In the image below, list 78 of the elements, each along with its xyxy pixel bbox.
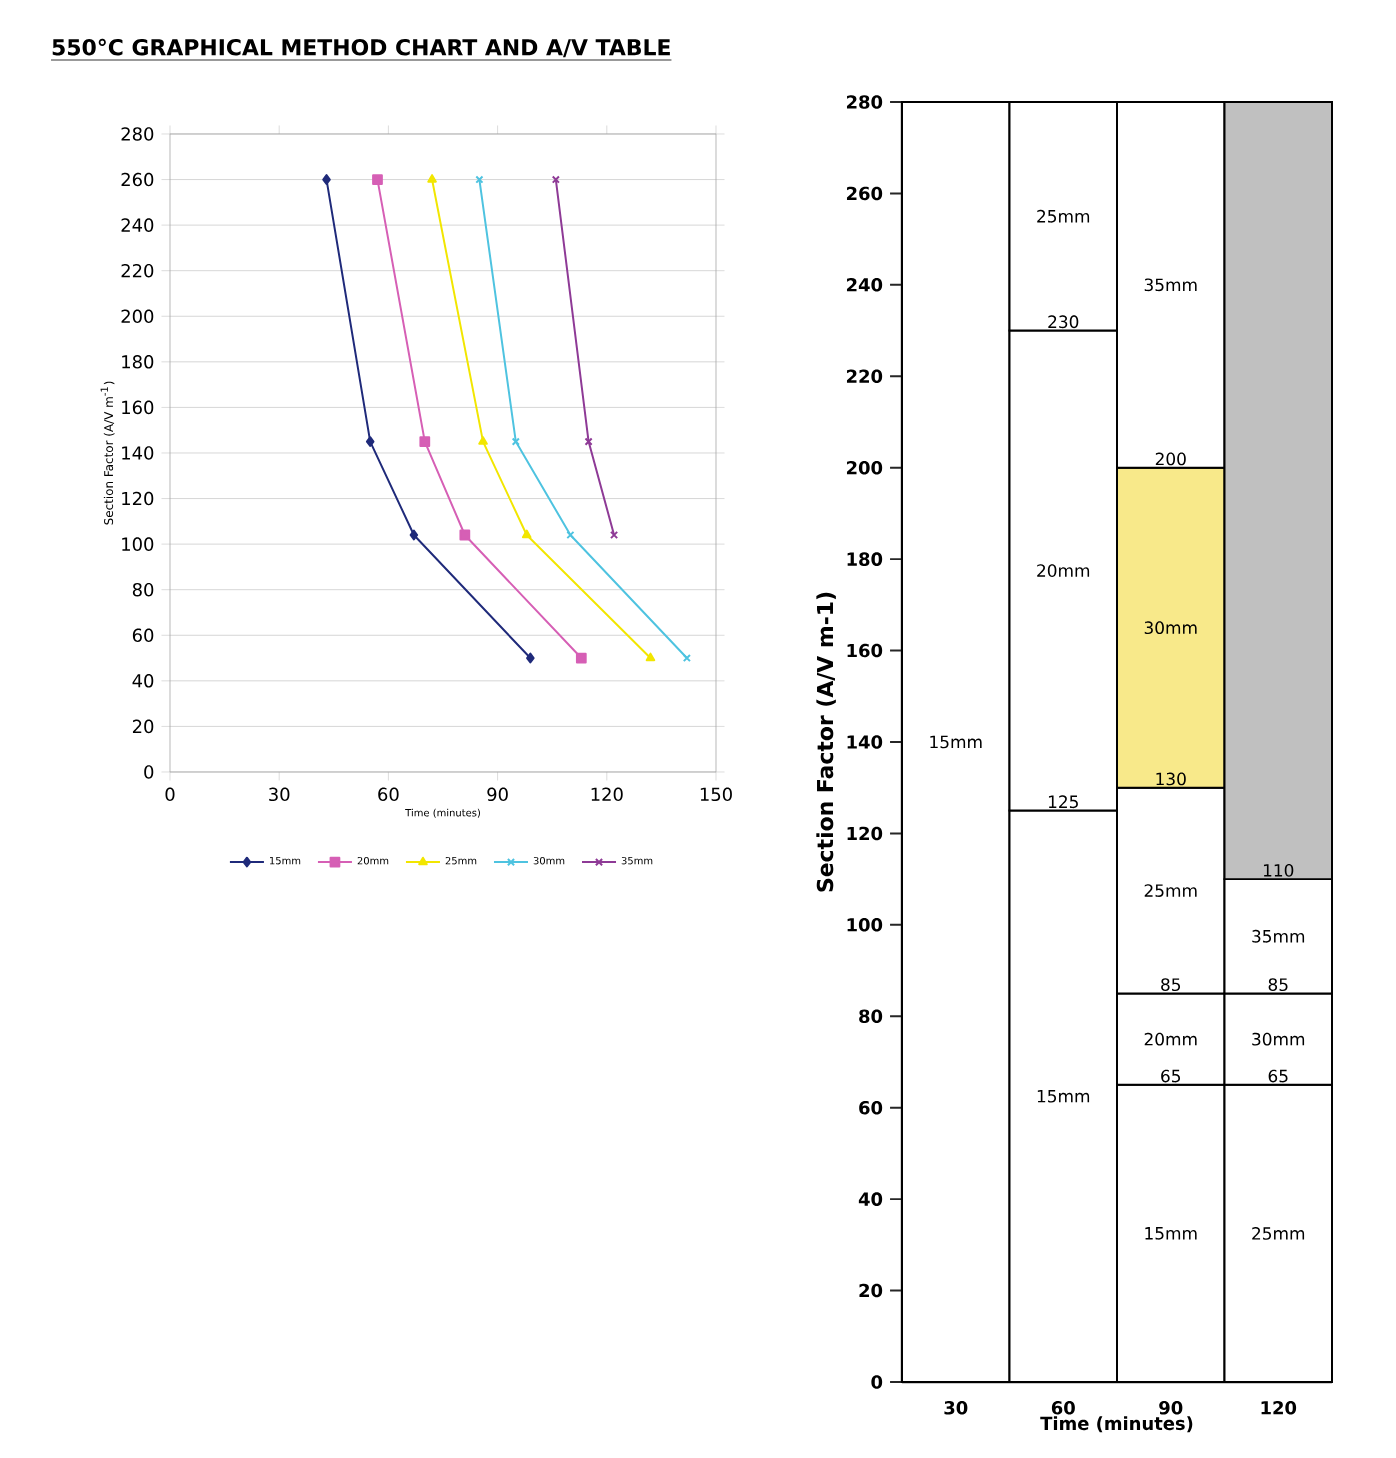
- annotation: 85: [1268, 978, 1288, 992]
- point: [584, 437, 593, 446]
- annotation: 130: [1156, 772, 1186, 786]
- text: 30mm: [1252, 1032, 1305, 1046]
- series-label: 20mm: [1144, 1032, 1197, 1046]
- x-tick-label: 60: [378, 787, 399, 802]
- x-tick-label: 30: [944, 1400, 968, 1415]
- annotation: 85: [1161, 978, 1181, 992]
- y-tick-label: 40: [132, 674, 154, 688]
- y-tick-label: 160: [122, 400, 154, 415]
- y-tick-label: 0: [144, 765, 154, 779]
- text: 25mm: [1037, 209, 1090, 223]
- point: [566, 530, 575, 540]
- annotation: 110: [1263, 863, 1294, 877]
- point: [478, 436, 488, 445]
- text: 20mm: [1037, 564, 1090, 577]
- y-tick-label: 200: [121, 309, 154, 324]
- x-tick-label: 90: [1159, 1400, 1183, 1415]
- chart-title: 550°C GRAPHICAL METHOD CHART AND A/V TABLE: [52, 38, 670, 58]
- point: [419, 436, 431, 447]
- text: 35mm: [1252, 929, 1305, 943]
- x-tick-label: 90: [487, 787, 508, 802]
- x-tick-label: 0: [165, 787, 175, 802]
- y-tick-label: 280: [121, 127, 154, 141]
- annotation: 200: [1155, 452, 1186, 466]
- x-tick-label: 60: [1051, 1400, 1075, 1415]
- point: [427, 174, 437, 183]
- y-tick-label: 140: [122, 446, 154, 460]
- annotation: 65: [1161, 1069, 1181, 1083]
- y-tick-label: 120: [847, 826, 883, 841]
- y-tick-label: 200: [846, 460, 883, 475]
- y-tick-label: 220: [121, 263, 154, 278]
- y-tick-label: 60: [132, 628, 154, 643]
- point: [322, 174, 331, 185]
- text: 15mm: [1037, 1089, 1090, 1103]
- y-tick-label: 100: [847, 918, 883, 932]
- y-tick-label: 180: [847, 552, 883, 566]
- y-tick-label: 220: [846, 369, 883, 384]
- y-tick-label: 140: [847, 735, 883, 749]
- annotation: 230: [1048, 315, 1079, 329]
- series-label: 25mm: [1144, 884, 1197, 897]
- series-label: 30mm: [1144, 621, 1197, 635]
- y-tick-label: 20: [859, 1283, 883, 1298]
- y-tick-label: 20: [132, 719, 154, 734]
- x-tick-label: 120: [591, 787, 623, 802]
- y-tick-label: 100: [122, 537, 154, 551]
- y-tick-label: 0: [871, 1375, 883, 1389]
- x-tick-label: 30: [269, 787, 290, 802]
- point: [526, 652, 535, 664]
- y-tick-label: 40: [858, 1192, 883, 1206]
- text: 25mm: [1252, 1227, 1305, 1240]
- annotation: 125: [1048, 795, 1078, 809]
- y-tick-label: 80: [859, 1009, 883, 1024]
- point: [459, 529, 471, 541]
- y-tick-label: 160: [847, 643, 883, 658]
- point: [521, 529, 532, 539]
- series-label: 35mm: [1144, 278, 1197, 292]
- annotation: 65: [1268, 1069, 1288, 1083]
- point: [365, 436, 375, 447]
- y-tick-label: 260: [846, 186, 883, 201]
- y-tick-label: 80: [132, 582, 154, 597]
- point: [372, 174, 383, 185]
- x-axis-title: Time (minutes): [1040, 1416, 1193, 1433]
- y-tick-label: 280: [846, 95, 883, 109]
- series-label: 15mm: [930, 735, 982, 749]
- point: [575, 652, 587, 664]
- y-tick-label: 60: [859, 1100, 883, 1115]
- text: 15mm: [1145, 1227, 1197, 1240]
- x-tick-label: 120: [1261, 1400, 1297, 1415]
- y-tick-label: 120: [122, 491, 154, 506]
- point: [645, 652, 656, 662]
- y-tick-label: 240: [846, 278, 883, 292]
- x-tick-label: 150: [700, 787, 732, 802]
- y-tick-label: 260: [121, 172, 154, 187]
- y-tick-label: 180: [122, 355, 154, 369]
- y-axis-title: Section Factor (A/V m-1): [816, 592, 836, 892]
- y-tick-label: 240: [121, 218, 154, 232]
- point: [409, 529, 419, 541]
